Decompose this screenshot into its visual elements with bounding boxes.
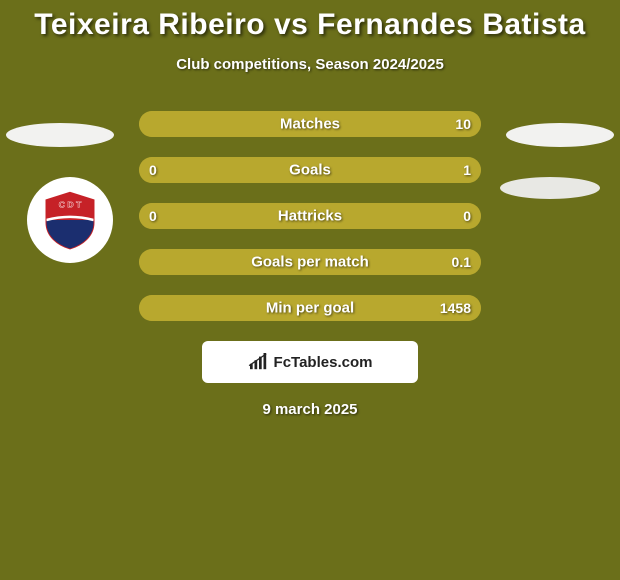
decorative-ellipse bbox=[506, 123, 614, 147]
stat-label: Matches bbox=[280, 116, 340, 133]
bar-chart-icon bbox=[248, 353, 270, 371]
stat-row: Goals per match 0.1 bbox=[139, 249, 481, 275]
stat-label: Goals per match bbox=[251, 254, 369, 271]
brand-footer: FcTables.com bbox=[202, 341, 418, 383]
stat-value-right: 0 bbox=[463, 208, 471, 224]
stat-bars: Matches 10 Goals 0 1 Hattricks 0 0 Goals per mat… bbox=[139, 111, 481, 321]
stat-label: Goals bbox=[289, 162, 331, 179]
page-subtitle: Club competitions, Season 2024/2025 bbox=[0, 56, 620, 73]
shield-icon: C D T bbox=[39, 189, 101, 251]
stat-row: Min per goal 1458 bbox=[139, 295, 481, 321]
stat-value-left: 0 bbox=[149, 162, 157, 178]
stat-row: Hattricks 0 0 bbox=[139, 203, 481, 229]
stat-label: Hattricks bbox=[278, 208, 342, 225]
decorative-ellipse bbox=[500, 177, 600, 199]
club-badge: C D T bbox=[27, 177, 113, 263]
decorative-ellipse bbox=[6, 123, 114, 147]
stat-value-right: 1 bbox=[463, 162, 471, 178]
stat-value-left: 0 bbox=[149, 208, 157, 224]
stat-row: Goals 0 1 bbox=[139, 157, 481, 183]
stat-row: Matches 10 bbox=[139, 111, 481, 137]
stat-value-right: 10 bbox=[455, 116, 471, 132]
comparison-infographic: Teixeira Ribeiro vs Fernandes Batista Cl… bbox=[0, 0, 620, 580]
brand-text: FcTables.com bbox=[274, 354, 373, 371]
svg-text:C D T: C D T bbox=[59, 200, 82, 210]
stat-value-right: 0.1 bbox=[452, 254, 471, 270]
date-text: 9 march 2025 bbox=[0, 401, 620, 418]
stat-label: Min per goal bbox=[266, 300, 354, 317]
stat-value-right: 1458 bbox=[440, 300, 471, 316]
page-title: Teixeira Ribeiro vs Fernandes Batista bbox=[0, 0, 620, 42]
stats-area: C D T Matches 10 Goals 0 1 Hattricks 0 0 Goals p… bbox=[0, 111, 620, 321]
